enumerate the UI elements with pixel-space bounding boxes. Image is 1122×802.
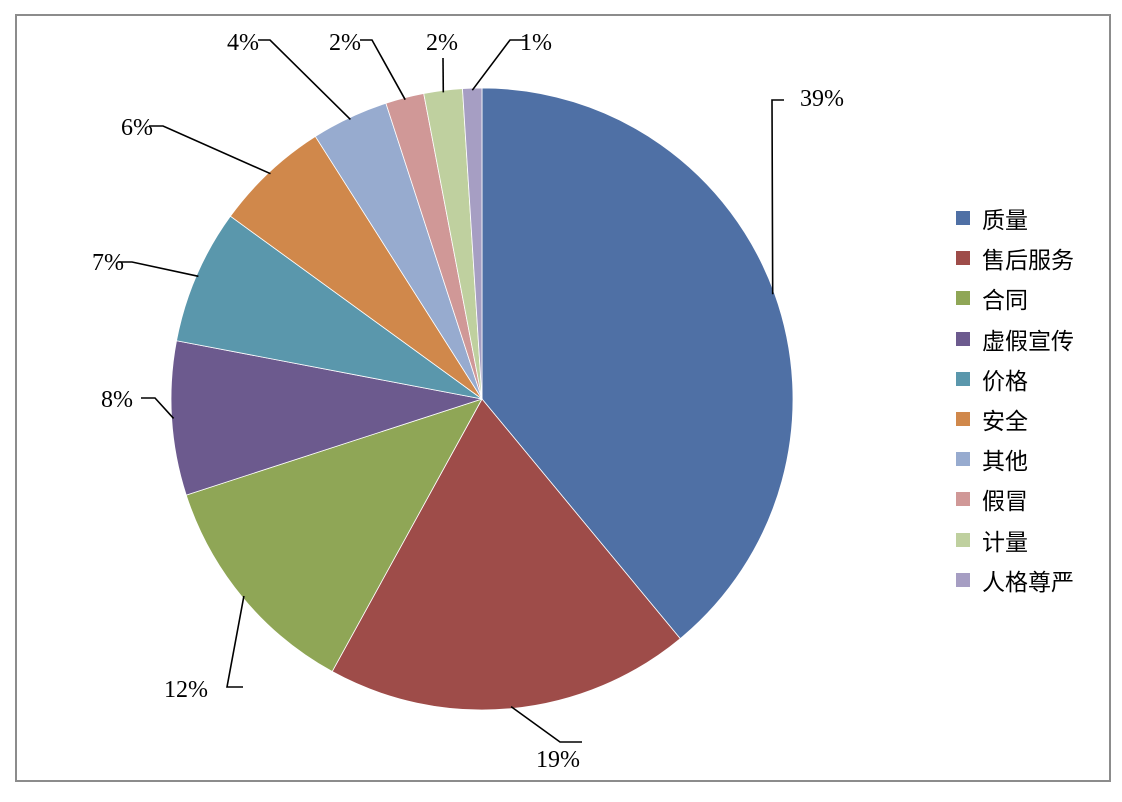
legend-swatch-9 (956, 532, 970, 547)
legend-swatch-6 (956, 412, 970, 427)
legend-item-2: 售后服务 (956, 238, 1074, 278)
pie-slice-1 (481, 87, 794, 640)
legend-swatch-10 (956, 572, 970, 587)
data-label-8: 2% (329, 30, 361, 56)
data-label-2: 19% (536, 747, 580, 773)
legend-label-10: 人格尊严 (982, 569, 1074, 596)
legend-item-10: 人格尊严 (956, 560, 1074, 600)
pie-slice-2 (331, 398, 681, 711)
legend-item-6: 安全 (956, 399, 1074, 439)
data-label-9: 2% (426, 30, 458, 56)
leader-line-3 (226, 595, 245, 688)
legend-item-5: 价格 (956, 359, 1074, 399)
legend-item-8: 假冒 (956, 479, 1074, 519)
legend-swatch-8 (956, 492, 970, 507)
legend-label-8: 假冒 (982, 489, 1028, 516)
legend-label-9: 计量 (982, 529, 1028, 556)
leader-line-2 (510, 705, 582, 743)
legend-label-6: 安全 (982, 409, 1028, 436)
legend: 质量售后服务合同虚假宣传价格安全其他假冒计量人格尊严 (956, 198, 1074, 600)
legend-swatch-5 (956, 371, 970, 386)
legend-label-7: 其他 (982, 449, 1028, 476)
legend-label-1: 质量 (982, 208, 1028, 235)
leader-line-5 (118, 261, 199, 278)
leader-lines (118, 39, 784, 743)
legend-label-5: 价格 (982, 368, 1028, 395)
legend-swatch-2 (956, 251, 970, 266)
legend-item-4: 虚假宣传 (956, 319, 1074, 359)
data-label-4: 8% (101, 387, 133, 413)
legend-label-2: 售后服务 (982, 248, 1074, 275)
leader-line-8 (360, 39, 406, 101)
leader-line-7 (258, 39, 351, 120)
legend-swatch-7 (956, 452, 970, 467)
data-label-6: 6% (121, 115, 153, 141)
legend-label-4: 虚假宣传 (982, 328, 1074, 355)
legend-label-3: 合同 (982, 288, 1028, 315)
data-label-7: 4% (227, 30, 259, 56)
legend-swatch-1 (956, 211, 970, 226)
data-label-10: 1% (520, 30, 552, 56)
leader-line-4 (141, 397, 175, 419)
legend-swatch-4 (956, 331, 970, 346)
legend-swatch-3 (956, 291, 970, 306)
legend-item-7: 其他 (956, 439, 1074, 479)
data-labels: 39% 19% 12% 8% 7% 6% 4% 2% 2% 1% (92, 30, 844, 773)
pie-slice-3 (185, 398, 483, 673)
data-label-5: 7% (92, 250, 124, 276)
leader-line-10 (471, 39, 526, 91)
pie-slice-10 (462, 87, 483, 400)
leader-line-1 (771, 99, 784, 295)
legend-item-9: 计量 (956, 520, 1074, 560)
pie-slices (170, 87, 794, 711)
data-label-3: 12% (164, 677, 208, 703)
legend-item-1: 质量 (956, 198, 1074, 238)
data-label-1: 39% (800, 86, 844, 112)
leader-line-6 (149, 125, 271, 175)
pie-slice-4 (170, 340, 483, 496)
legend-item-3: 合同 (956, 278, 1074, 318)
